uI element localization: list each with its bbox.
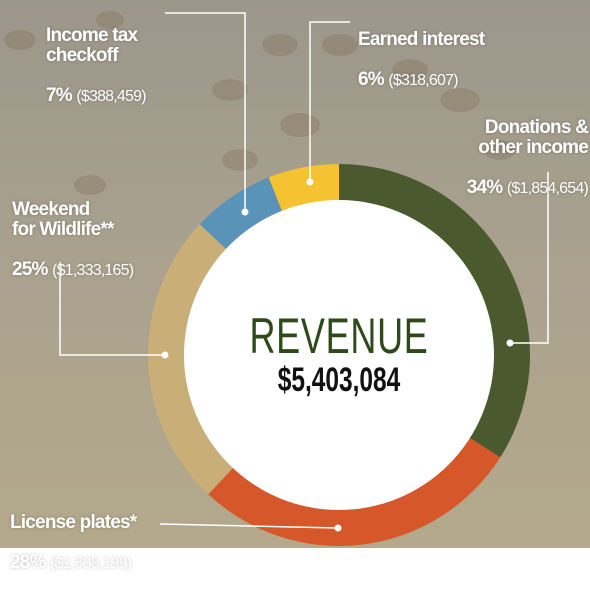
percent-label: 7% [46,85,73,106]
page: Donations & other income 34% ($1,854,654… [0,0,590,573]
amount-label: ($1,508,199) [50,555,132,572]
amount-label: ($1,333,165) [52,262,134,279]
percent-label: 28% [10,552,46,573]
leader-line [309,21,350,182]
leader-dots [161,178,514,532]
leader-dot [506,339,514,347]
leader-line [59,262,165,356]
label: Income tax checkoff 7% ($388,459) [46,6,147,127]
category-label: License plates* [10,512,137,533]
center-disc [184,200,494,510]
percent-label: 34% [466,177,503,198]
leader-line [510,172,549,344]
category-label: Earned interest [358,29,485,50]
percent-label: 6% [358,69,385,90]
leader-lines [59,12,549,529]
amount-label: ($388,459) [76,88,146,105]
bird-shapes [4,11,516,195]
label: Donations & other income 34% ($1,854,654… [466,98,589,219]
label: License plates* 28% ($1,508,199) [10,493,137,594]
amount-label: ($318,607) [388,72,458,89]
amount-label: ($1,854,654) [506,180,589,197]
leader-dot [241,208,249,216]
label: Earned interest 6% ($318,607) [358,10,485,111]
leader-line [165,12,246,212]
leader-dot [334,524,342,532]
category-label: Income tax checkoff [46,25,138,66]
chart [0,0,590,548]
leader-dot [161,351,169,359]
leader-dot [306,178,314,186]
leader-line [159,523,339,529]
category-label: Weekend for Wildlife** [12,199,114,240]
center-title: REVENUE [249,308,429,364]
category-label: Donations & other income [478,117,589,158]
label: Weekend for Wildlife** 25% ($1,333,165) [12,180,134,301]
center-total: $5,403,084 [277,361,401,399]
center-text: REVENUE $5,403,084 [189,310,489,398]
percent-label: 25% [12,259,48,280]
